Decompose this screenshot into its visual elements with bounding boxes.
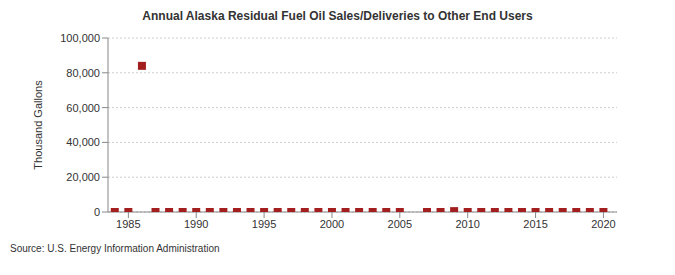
- html-text:Annual Alaska Residual Fuel Oi: Annual Alaska Residual Fuel Oil Sales/De…: [142, 9, 533, 23]
- svg-text:2015: 2015: [523, 218, 547, 230]
- svg-text:2020: 2020: [591, 218, 615, 230]
- svg-text:0: 0: [94, 206, 100, 218]
- svg-text:80,000: 80,000: [66, 67, 100, 79]
- svg-text:100,000: 100,000: [60, 32, 100, 44]
- svg-text:2000: 2000: [320, 218, 344, 230]
- svg-text:20,000: 20,000: [66, 171, 100, 183]
- svg-text:Thousand Gallons: Thousand Gallons: [32, 80, 44, 170]
- svg-text:1990: 1990: [184, 218, 208, 230]
- html-text:Source: U.S. Energy Informatio: Source: U.S. Energy Information Administ…: [10, 243, 220, 254]
- svg-text:1995: 1995: [252, 218, 276, 230]
- svg-text:60,000: 60,000: [66, 102, 100, 114]
- svg-text:2010: 2010: [455, 218, 479, 230]
- svg-text:40,000: 40,000: [66, 136, 100, 148]
- svg-text:2005: 2005: [388, 218, 412, 230]
- svg-text:1985: 1985: [116, 218, 140, 230]
